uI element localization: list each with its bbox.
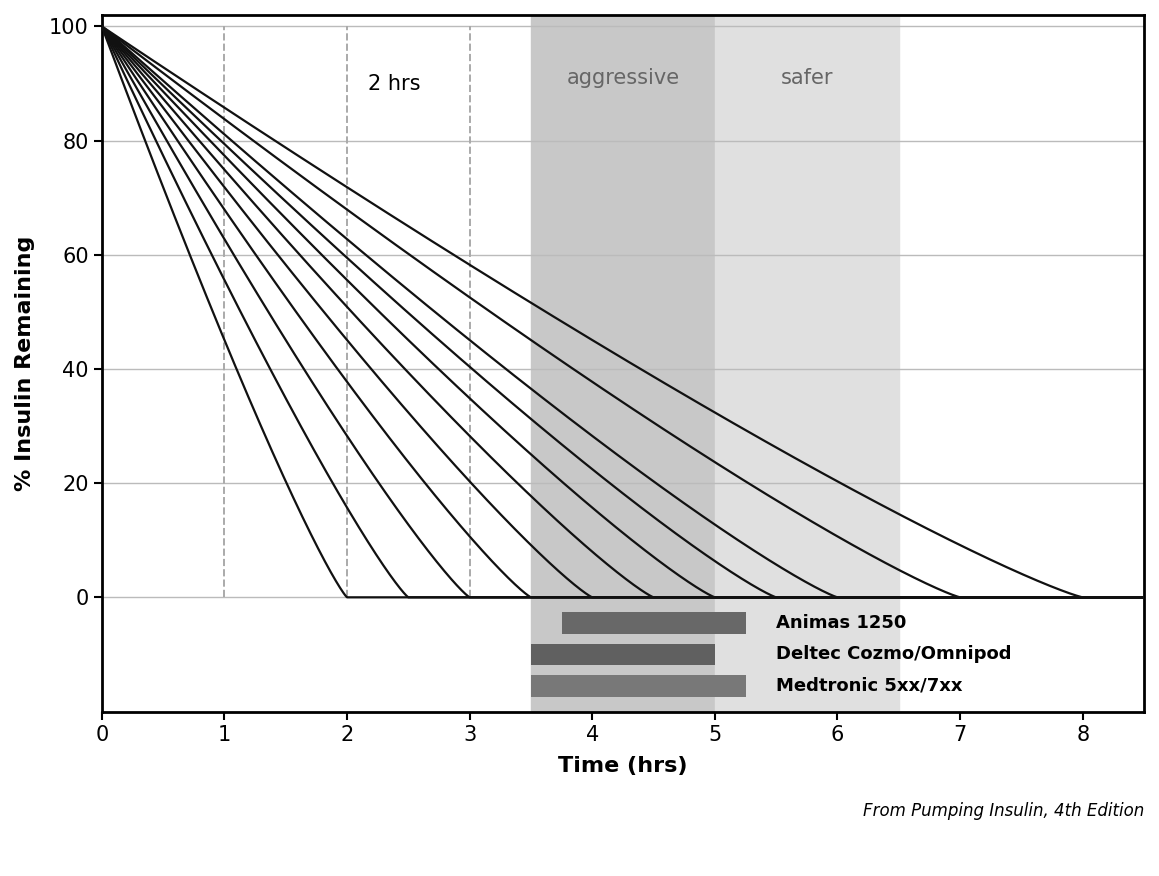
Text: Animas 1250: Animas 1250 bbox=[777, 614, 906, 632]
Y-axis label: % Insulin Remaining: % Insulin Remaining bbox=[15, 236, 35, 491]
X-axis label: Time (hrs): Time (hrs) bbox=[559, 756, 687, 776]
Text: Medtronic 5xx/7xx: Medtronic 5xx/7xx bbox=[777, 677, 963, 695]
Bar bbox=[715, 15, 898, 711]
Bar bbox=[531, 15, 715, 711]
Text: safer: safer bbox=[780, 67, 833, 88]
Text: Deltec Cozmo/Omnipod: Deltec Cozmo/Omnipod bbox=[777, 646, 1012, 663]
Text: From Pumping Insulin, 4th Edition: From Pumping Insulin, 4th Edition bbox=[862, 802, 1144, 820]
Text: aggressive: aggressive bbox=[567, 67, 679, 88]
Text: 2 hrs: 2 hrs bbox=[367, 74, 421, 94]
